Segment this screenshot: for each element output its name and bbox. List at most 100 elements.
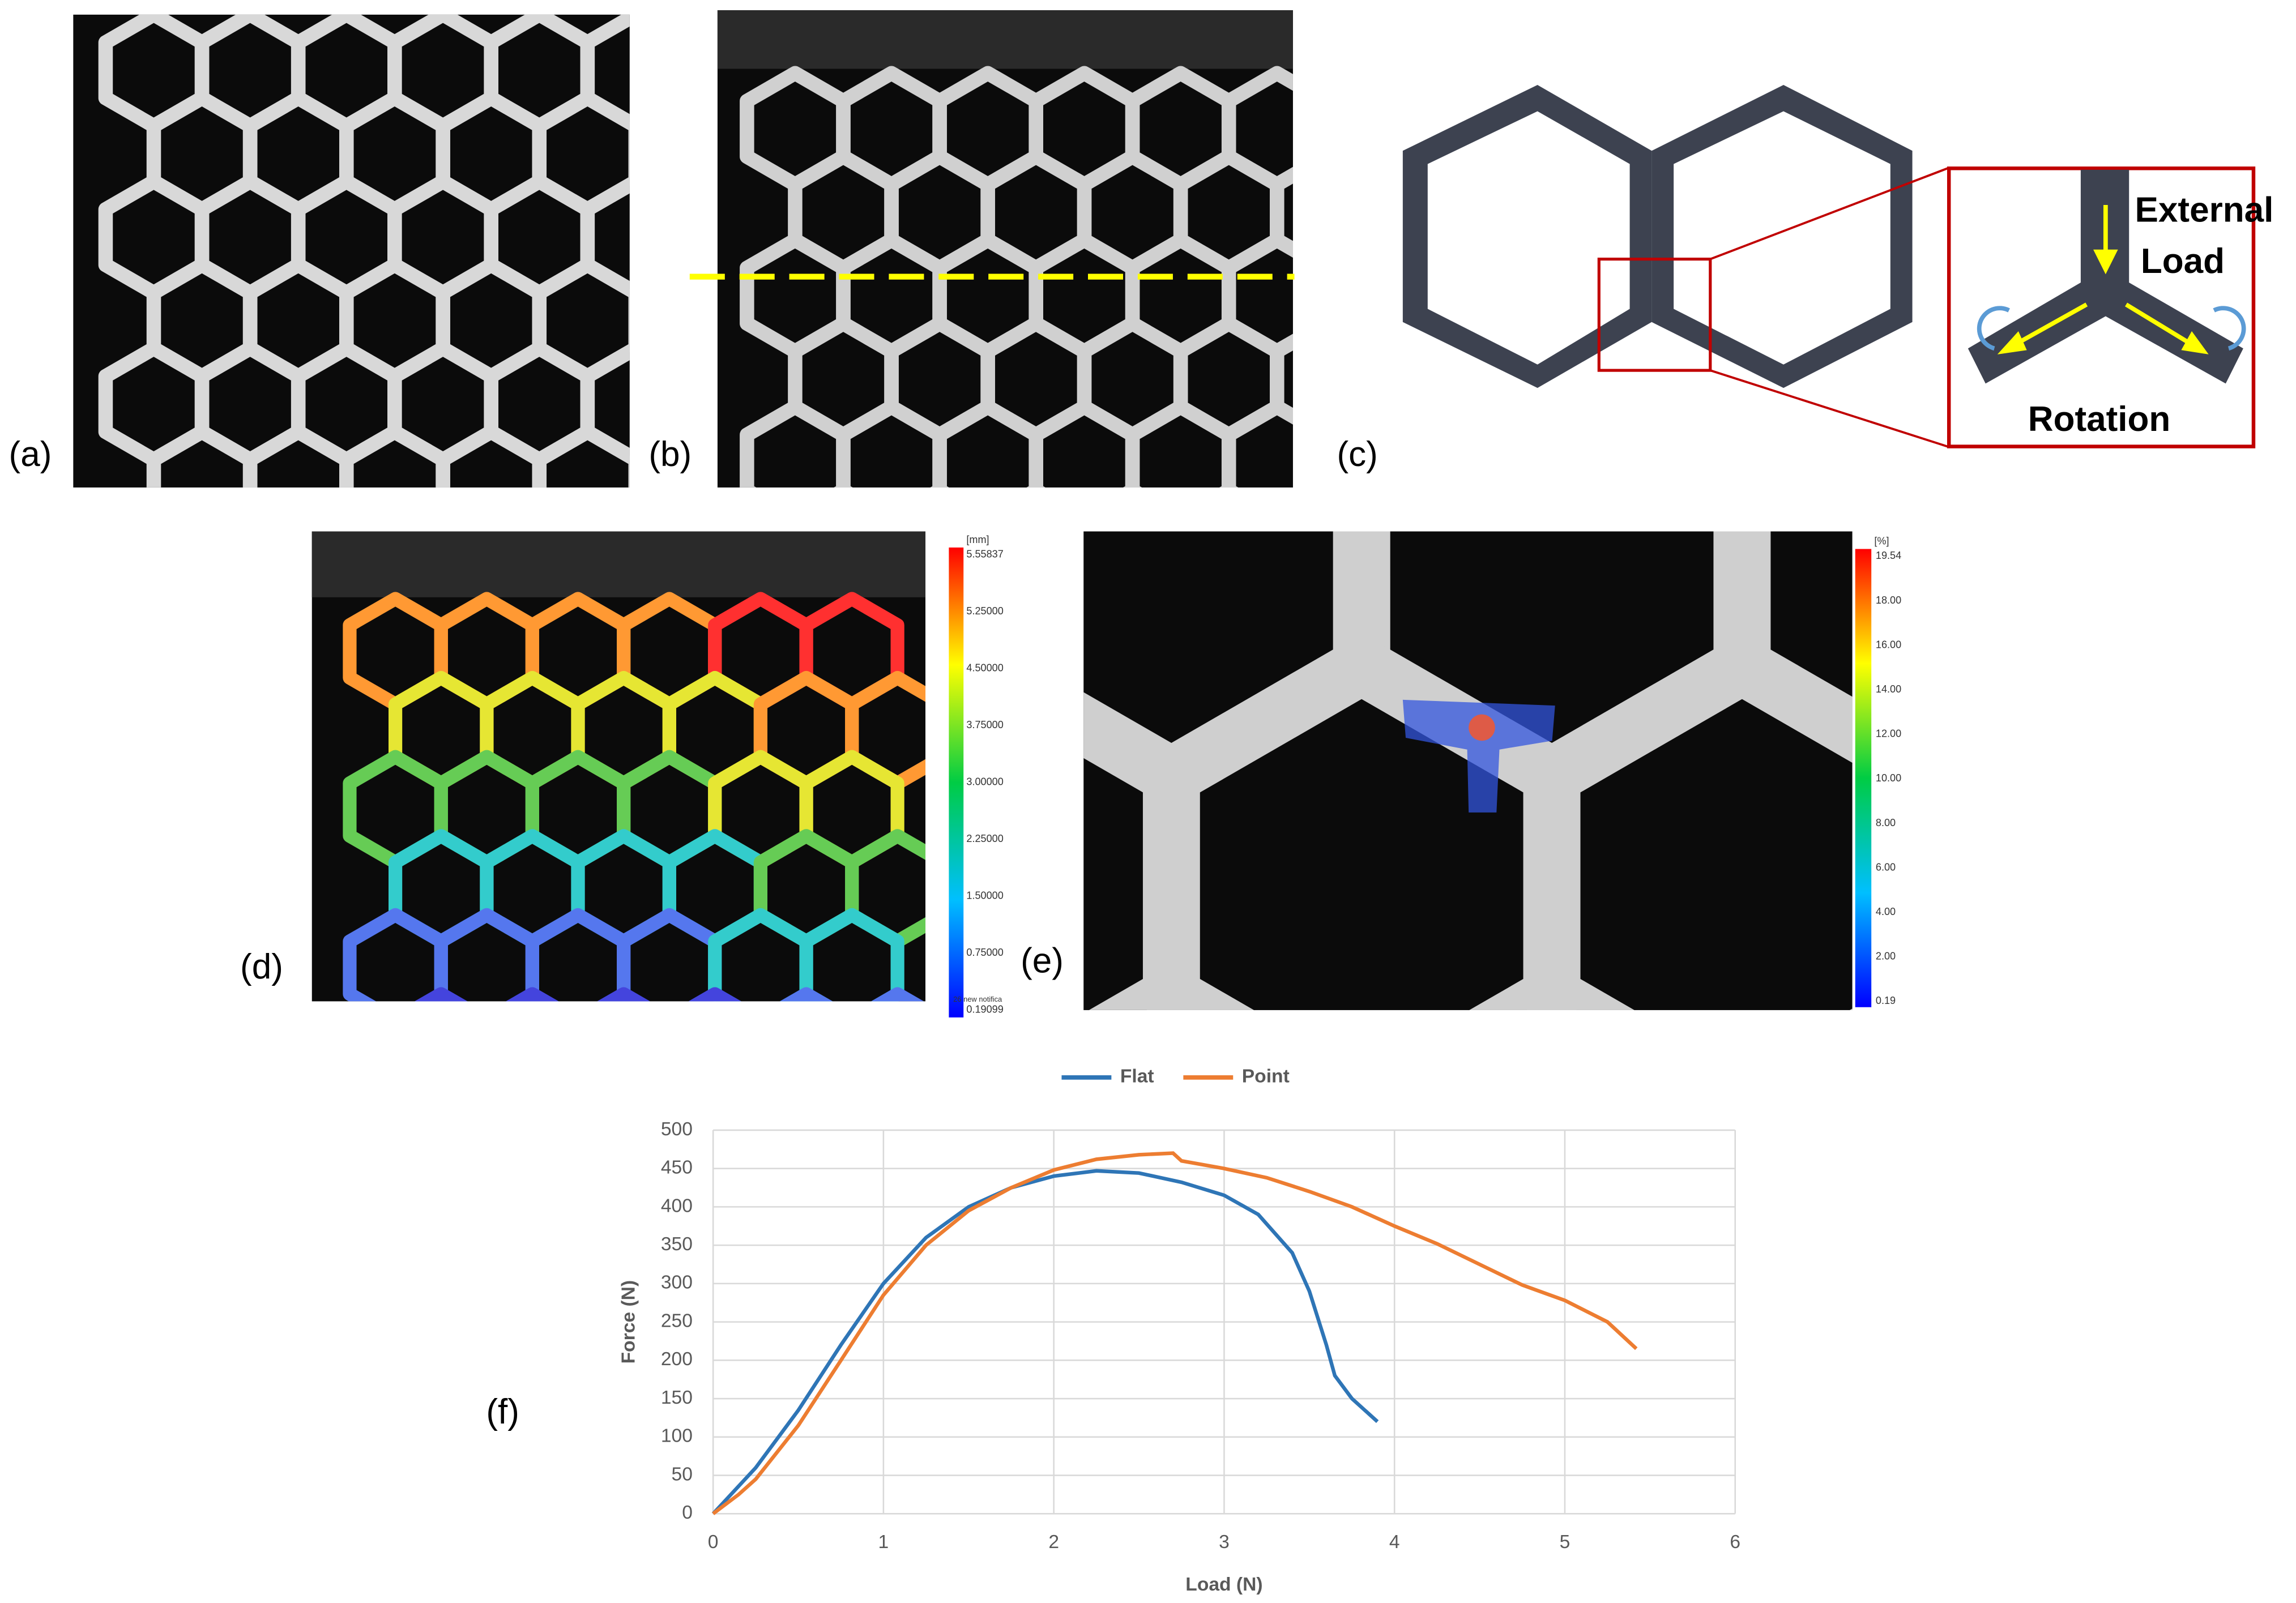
colorbar-label: 0.19099 [966,1004,1003,1015]
lattice [343,592,926,1002]
zoom-box [1597,258,1712,372]
photos [73,10,2296,1105]
series-line [712,1151,1638,1515]
colorbar [1855,549,1872,1007]
colorbar-label: 3.00000 [966,776,1003,788]
y-tick-label: 350 [661,1234,693,1255]
cell-wall [597,987,650,1002]
panel-label: (c) [1337,435,1378,474]
legend-label: Point [1242,1066,1290,1087]
strain-zone [1402,699,1555,813]
colorbar-label: 19.54 [1876,550,1901,561]
hexagon [1402,84,1652,388]
cell-wall [580,176,630,298]
legend-label: Flat [1120,1066,1154,1087]
panel-label: (b) [648,435,692,474]
photo-a [73,14,630,488]
cell-wall [506,987,559,1002]
cell-wall [1089,967,1254,1010]
y-axis-label: Force (N) [618,1280,639,1364]
panel-label: (f) [486,1392,519,1431]
cell-wall [799,908,904,1002]
y-tick-label: 250 [661,1310,693,1331]
cell-wall [779,987,833,1002]
series-line [711,1169,1379,1515]
notification: 26 new notifica [953,995,1002,1003]
y-tick-label: 500 [661,1119,693,1140]
colorbar-unit: [%] [1874,535,1889,546]
rotation-arrow [2213,306,2246,351]
y-tick-label: 50 [672,1464,693,1485]
colorbar-label: 4.00 [1876,906,1896,917]
colorbar-label: 5.25000 [966,605,1003,617]
colorbar-label: 6.00 [1876,861,1896,873]
zoom-line [1710,167,1948,260]
y-tick-label: 300 [661,1272,693,1293]
platen [311,531,926,597]
x-axis-label: Load (N) [1185,1574,1262,1595]
cell-wall [1221,399,1293,488]
x-tick-label: 0 [708,1532,719,1553]
y-tick-label: 100 [661,1426,693,1447]
lattice [1083,531,2296,1105]
cell-wall [1270,334,1293,425]
x-tick-label: 5 [1560,1532,1571,1553]
annotation: External [2135,190,2274,229]
colorbar-unit: [mm] [966,534,989,545]
cell-wall [532,424,630,488]
y-tick-label: 400 [661,1195,693,1216]
cell-wall [1523,637,1853,1010]
platen [717,10,1293,69]
y-tick-label: 450 [661,1157,693,1178]
colorbar-label: 12.00 [1876,728,1901,739]
colorbar-label: 2.25000 [966,833,1003,844]
colorbar-label: 8.00 [1876,817,1896,828]
colorbar-label: 2.00 [1876,951,1896,962]
x-tick-label: 6 [1730,1532,1740,1553]
colorbar-label: 14.00 [1876,683,1901,695]
x-tick-label: 4 [1389,1532,1400,1553]
colorbar-label: 5.55837 [966,549,1003,560]
rotation-arrow [1977,306,2010,351]
strain-peak [1469,714,1495,741]
x-tick-label: 2 [1048,1532,1059,1553]
lattice [98,14,630,488]
y-tick-label: 0 [682,1502,693,1523]
colorbar-label: 3.75000 [966,719,1003,730]
colorbar-label: 0.75000 [966,947,1003,958]
cell-wall [1026,483,1045,488]
colorbar-label: 0.19 [1876,995,1896,1006]
lattice [740,66,1293,488]
colorbar [949,547,964,1018]
diagram-c: External Load Rotation [1402,84,2274,448]
cell-wall [415,987,468,1002]
cell-wall [1469,967,1634,1010]
y-tick-label: 200 [661,1349,693,1370]
panel-label: (e) [1021,942,1064,981]
cell-wall [1932,666,2296,1105]
colorbar-label: 10.00 [1876,772,1901,784]
cell-wall [688,987,741,1002]
x-tick-label: 1 [878,1532,889,1553]
cell-wall [1270,166,1293,258]
colorbar-label: 18.00 [1876,595,1901,606]
zoom-line [1710,369,1948,448]
cell-wall [871,987,924,1002]
colorbar-label: 16.00 [1876,639,1901,650]
annotation: Rotation [2028,400,2171,439]
panel-label: (a) [9,435,52,474]
colorbar-label: 1.50000 [966,890,1003,901]
y-tick-label: 150 [661,1387,693,1408]
annotation: Load [2141,242,2225,281]
colorbar-label: 4.50000 [966,662,1003,674]
cell-wall [580,343,630,465]
arrows [1997,204,2209,354]
panel-label: (d) [240,947,283,986]
hexagon [1651,84,1913,388]
chart: Load (N) Force (N) 050100150200250300350… [618,1066,1740,1595]
cell-wall [580,14,630,131]
x-tick-label: 3 [1219,1532,1230,1553]
cell-wall [1850,1008,1853,1010]
